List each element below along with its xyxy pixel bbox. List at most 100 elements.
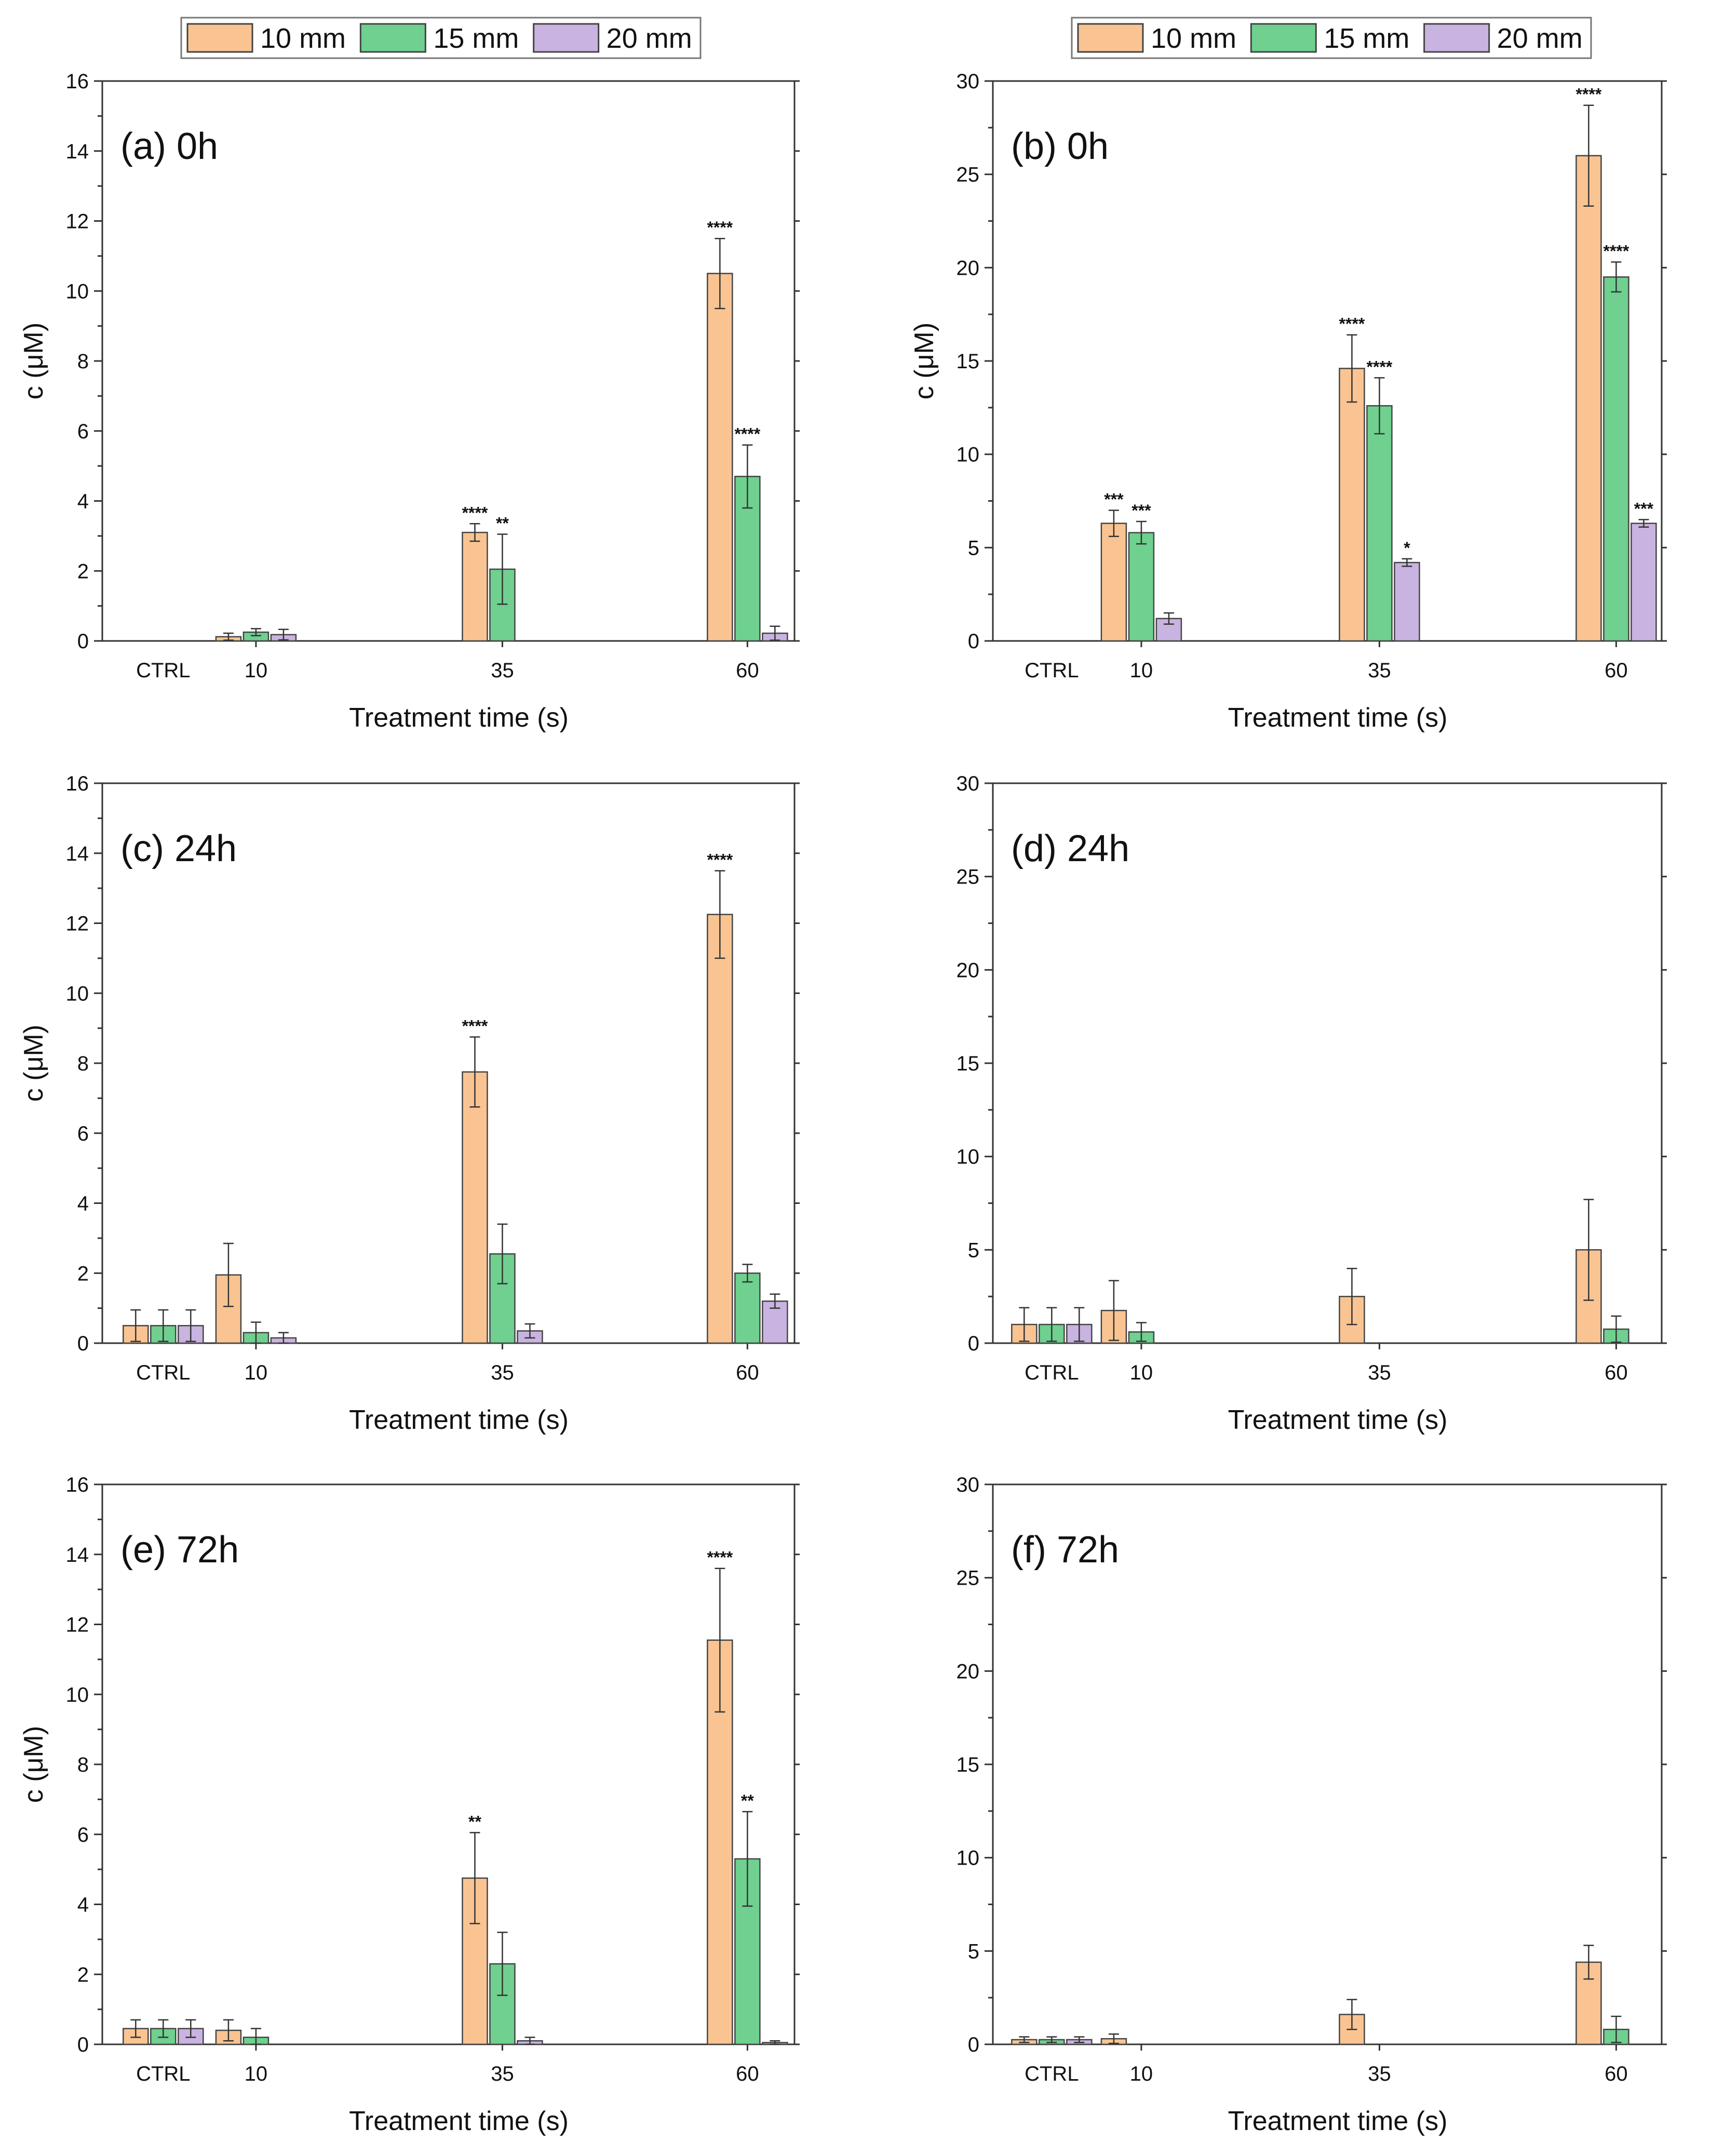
x-tick-label: 35 xyxy=(491,1361,514,1384)
significance-label: ** xyxy=(741,1791,754,1810)
y-tick-label: 20 xyxy=(956,959,980,982)
chart-panel-d: 0 5 10 15 20 25 30 CTRL 10 35 60 (d) 24h Treatment t… xyxy=(956,772,1667,1435)
chart-panel-f: 0 5 10 15 20 25 30 CTRL 10 35 60 (f) 72h Treatment t… xyxy=(956,1474,1667,2136)
significance-label: *** xyxy=(1634,499,1654,518)
y-tick-label: 5 xyxy=(968,537,979,559)
x-axis-title: Treatment time (s) xyxy=(349,2106,569,2136)
x-tick-label: 60 xyxy=(1605,2063,1628,2085)
y-tick-label: 16 xyxy=(66,772,89,795)
y-tick-label: 12 xyxy=(66,210,89,233)
y-tick-label: 6 xyxy=(77,420,89,443)
x-tick-label: 10 xyxy=(245,659,268,682)
legend-label: 10 mm xyxy=(1151,23,1236,54)
y-tick-label: 4 xyxy=(77,1193,89,1215)
x-axis-title: Treatment time (s) xyxy=(349,1405,569,1435)
y-tick-label: 8 xyxy=(77,1052,89,1075)
x-tick-label: CTRL xyxy=(1025,659,1079,682)
legend-box xyxy=(180,17,702,59)
y-tick-label: 12 xyxy=(66,913,89,935)
y-tick-label: 15 xyxy=(956,1052,980,1075)
x-tick-label: CTRL xyxy=(136,1361,190,1384)
panel-title: (a) 0h xyxy=(120,126,218,167)
y-tick-label: 10 xyxy=(956,1146,980,1169)
bar-15mm-35 xyxy=(1366,405,1393,642)
x-tick-label: 10 xyxy=(1130,659,1153,682)
y-tick-label: 15 xyxy=(956,1753,980,1776)
x-tick-label: 60 xyxy=(736,2063,759,2085)
legend: 10 mm 15 mm 20 mm xyxy=(180,17,702,59)
significance-label: **** xyxy=(707,1548,733,1567)
x-tick-label: CTRL xyxy=(136,2063,190,2085)
legend-swatch xyxy=(1250,23,1317,53)
x-tick-label: 35 xyxy=(491,659,514,682)
legend-swatch xyxy=(1423,23,1490,53)
significance-label: **** xyxy=(1367,357,1393,376)
y-tick-label: 20 xyxy=(956,1660,980,1683)
bar-10mm-60 xyxy=(707,273,733,642)
x-tick-label: 35 xyxy=(1368,659,1391,682)
x-tick-label: 60 xyxy=(1605,659,1628,682)
y-tick-label: 16 xyxy=(66,70,89,93)
significance-label: *** xyxy=(1104,490,1124,508)
bar-10mm-60 xyxy=(1575,155,1602,642)
y-tick-label: 5 xyxy=(968,1940,979,1963)
x-tick-label: 60 xyxy=(736,659,759,682)
x-axis-title: Treatment time (s) xyxy=(349,703,569,733)
x-tick-label: 60 xyxy=(1605,1361,1628,1384)
legend-swatch xyxy=(1077,23,1144,53)
x-axis-title: Treatment time (s) xyxy=(1228,2106,1448,2136)
y-tick-label: 2 xyxy=(77,1963,89,1986)
y-tick-label: 10 xyxy=(66,280,89,303)
bar-10mm-35 xyxy=(1339,368,1365,642)
y-tick-label: 8 xyxy=(77,350,89,373)
bar-10mm-35 xyxy=(462,531,488,642)
y-tick-label: 6 xyxy=(77,1824,89,1846)
y-axis-title: c (μM) xyxy=(19,1025,49,1102)
x-tick-label: 10 xyxy=(1130,2063,1153,2085)
y-tick-label: 10 xyxy=(956,1847,980,1870)
y-tick-label: 10 xyxy=(66,1683,89,1706)
x-tick-label: 10 xyxy=(245,1361,268,1384)
legend-swatch xyxy=(186,23,253,53)
y-tick-label: 0 xyxy=(968,630,979,653)
x-tick-label: 35 xyxy=(1368,1361,1391,1384)
significance-label: **** xyxy=(1576,85,1602,104)
bar-15mm-60 xyxy=(734,1273,761,1344)
bar-15mm-60 xyxy=(1603,276,1629,642)
chart-panel-c: 0 2 4 6 8 10 12 14 16 CTRL 10 35 60 **** **** (c) 24h Tr… xyxy=(19,772,800,1435)
legend-label: 10 mm xyxy=(260,23,346,54)
x-tick-label: CTRL xyxy=(1025,1361,1079,1384)
y-tick-label: 0 xyxy=(77,1332,89,1355)
x-tick-label: 60 xyxy=(736,1361,759,1384)
legend-label: 15 mm xyxy=(433,23,519,54)
y-tick-label: 30 xyxy=(956,70,980,93)
legend-box xyxy=(1071,17,1592,59)
y-tick-label: 25 xyxy=(956,164,980,186)
x-tick-label: 35 xyxy=(1368,2063,1391,2085)
y-tick-label: 10 xyxy=(66,982,89,1005)
x-tick-label: 35 xyxy=(491,2063,514,2085)
x-tick-label: CTRL xyxy=(1025,2063,1079,2085)
y-tick-label: 30 xyxy=(956,1474,980,1496)
y-tick-label: 2 xyxy=(77,560,89,583)
y-tick-label: 4 xyxy=(77,490,89,513)
x-axis-title: Treatment time (s) xyxy=(1228,703,1448,733)
bar-10mm-60 xyxy=(1575,1249,1602,1344)
y-axis-title: c (μM) xyxy=(19,323,49,399)
y-tick-label: 0 xyxy=(77,630,89,653)
y-tick-label: 12 xyxy=(66,1614,89,1637)
x-tick-label: 10 xyxy=(245,2063,268,2085)
panel-title: (f) 72h xyxy=(1011,1529,1119,1571)
y-axis-title: c (μM) xyxy=(909,323,939,399)
y-tick-label: 2 xyxy=(77,1262,89,1285)
y-tick-label: 20 xyxy=(956,257,980,279)
panel-title: (e) 72h xyxy=(120,1529,239,1571)
legend: 10 mm 15 mm 20 mm xyxy=(1071,17,1592,59)
bar-10mm-10 xyxy=(215,1274,242,1344)
y-tick-label: 0 xyxy=(77,2033,89,2056)
bar-10mm-10 xyxy=(1100,523,1127,642)
y-tick-label: 14 xyxy=(66,140,89,163)
